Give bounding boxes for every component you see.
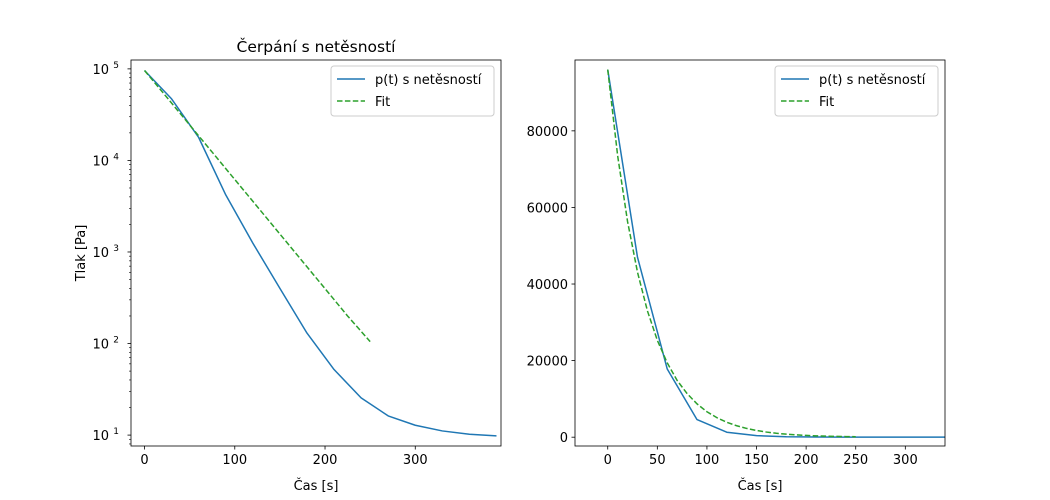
chart-1-y-tick-label-exponent: 4	[113, 152, 119, 162]
chart-1-title: Čerpání s netěsností	[237, 37, 397, 56]
chart-1-legend-label: Fit	[375, 95, 390, 110]
chart-1-y-tick-label: 10	[92, 338, 109, 353]
chart-2-x-tick-label: 250	[843, 453, 868, 468]
chart-1-x-axis-label: Čas [s]	[294, 478, 339, 494]
chart-2-y-tick-label: 60000	[527, 201, 568, 216]
chart-2-series-pressure-line	[606, 69, 945, 438]
chart-2-legend-box	[774, 65, 939, 117]
chart-1-axes-frame	[130, 59, 502, 447]
chart-2-axes-frame	[574, 59, 946, 447]
chart-2-y-tick-label: 40000	[527, 278, 568, 293]
chart-2-x-axis-label: Čas [s]	[738, 478, 783, 494]
chart-2-series-fit-line	[606, 69, 856, 438]
chart-1-legend-label: p(t) s netěsností	[375, 73, 482, 88]
chart-1-y-tick-label-exponent: 1	[113, 427, 119, 437]
chart-1-x-tick-label: 100	[222, 453, 247, 468]
chart-2-legend-label: p(t) s netěsností	[819, 73, 926, 88]
chart-1-plot-area	[143, 69, 497, 437]
chart-2-legend-label: Fit	[819, 95, 834, 110]
chart-1-y-tick-label: 10	[92, 246, 109, 261]
chart-2-x-tick-label: 200	[794, 453, 819, 468]
chart-2-y-tick-label: 0	[560, 431, 568, 446]
chart-1-series-pressure-line	[143, 69, 497, 437]
chart-1-y-tick-label: 10	[92, 63, 109, 78]
chart-1-x-tick-label: 0	[140, 453, 148, 468]
chart-1-y-tick-label-exponent: 5	[113, 61, 119, 71]
chart-2-y-tick-label: 80000	[527, 125, 568, 140]
chart-1: 0 100 200 300 10 1 10 2 10 3 10 4 10 5 Čerpání s netěs…	[74, 37, 502, 494]
chart-2-y-tick-label: 20000	[527, 355, 568, 370]
chart-2-x-tick-label: 100	[695, 453, 720, 468]
chart-2: 0 50 100 150 200 250 300 0 20000 40000 60000 80000 Č…	[527, 59, 946, 494]
chart-1-legend: p(t) s netěsností Fit	[330, 65, 495, 117]
chart-2-x-tick-label: 0	[604, 453, 612, 468]
chart-1-y-tick-label: 10	[92, 429, 109, 444]
chart-1-legend-box	[330, 65, 495, 117]
chart-1-y-tick-label-exponent: 2	[113, 336, 119, 346]
chart-1-x-tick-label: 300	[403, 453, 428, 468]
chart-1-series-fit-line	[143, 70, 371, 343]
chart-2-legend: p(t) s netěsností Fit	[774, 65, 939, 117]
chart-2-plot-area	[606, 69, 945, 438]
chart-1-y-tick-label-exponent: 3	[113, 244, 119, 254]
chart-1-y-tick-label: 10	[92, 154, 109, 169]
chart-2-x-tick-label: 50	[649, 453, 666, 468]
chart-2-x-tick-label: 300	[893, 453, 918, 468]
chart-1-y-axis-label: Tlak [Pa]	[74, 225, 89, 283]
chart-2-x-tick-label: 150	[744, 453, 769, 468]
chart-1-x-tick-label: 200	[313, 453, 338, 468]
